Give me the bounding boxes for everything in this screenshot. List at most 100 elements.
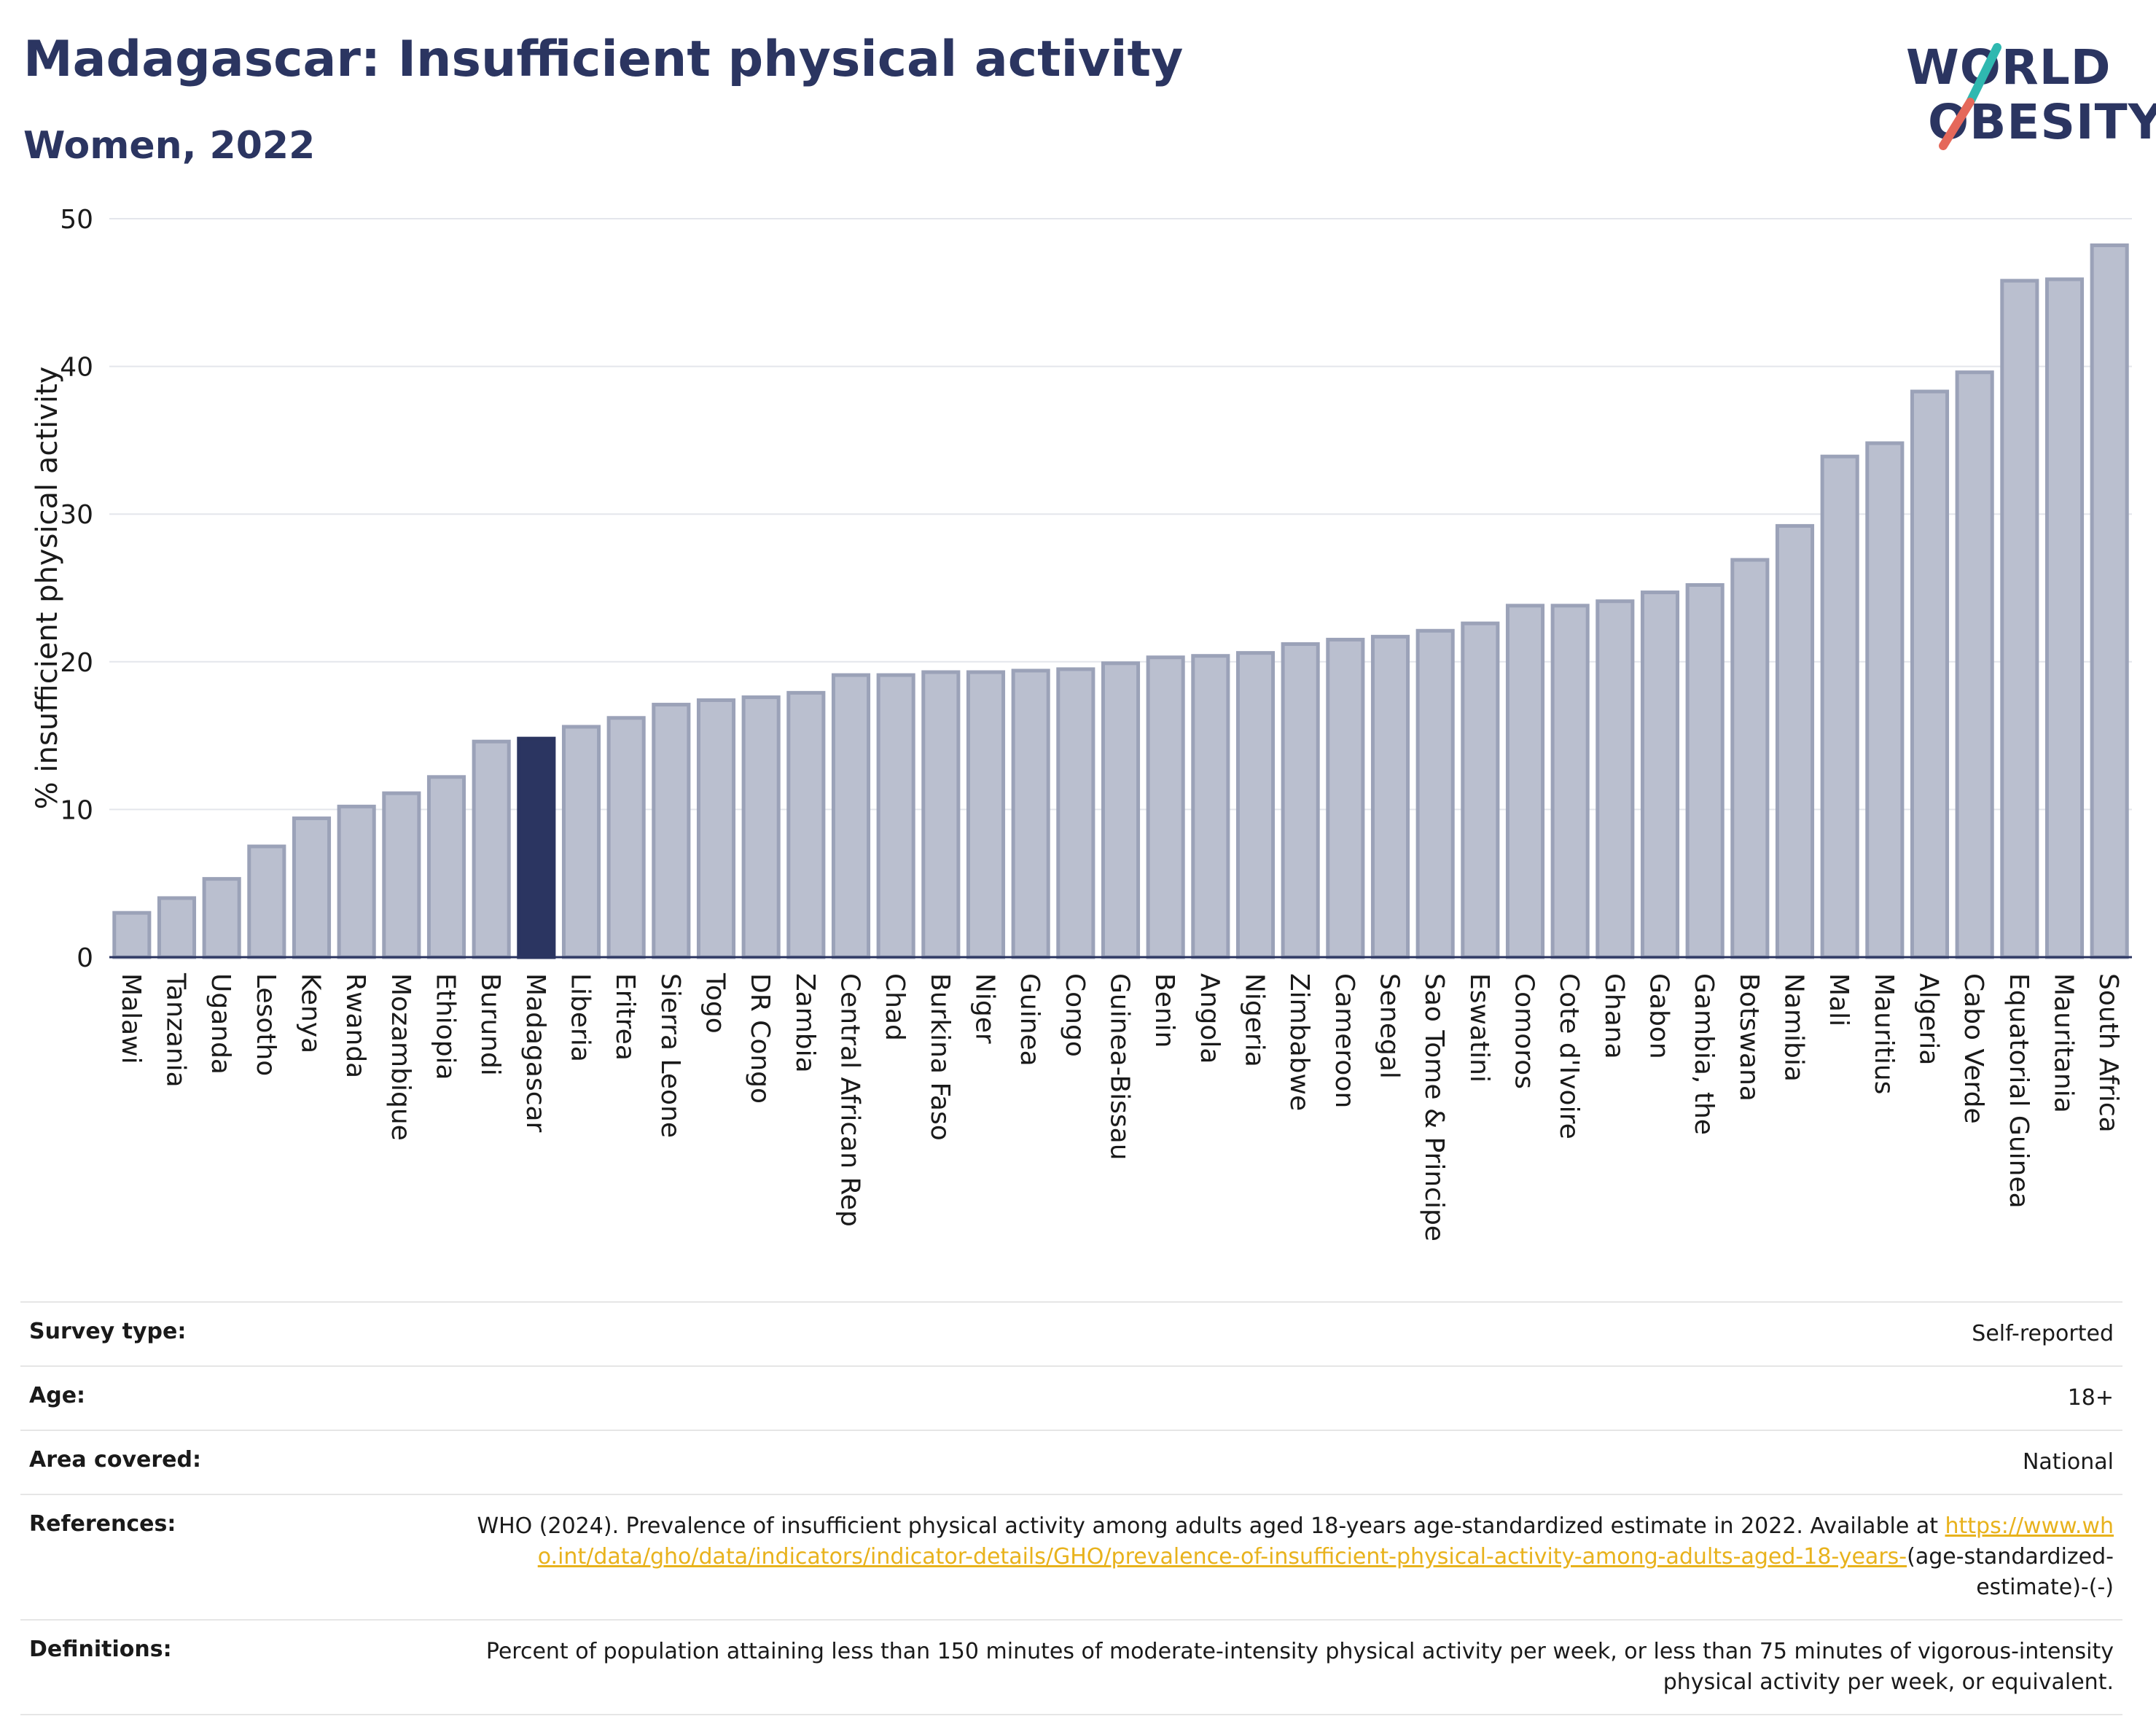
bar [921,670,961,959]
age-label: Age: [29,1383,86,1408]
bar [517,736,556,959]
x-tick-label: Malawi [116,973,146,1064]
bar [292,816,332,959]
bar [472,739,511,959]
bar [1326,637,1365,959]
bar [1820,454,1859,959]
bar [1910,389,1950,959]
x-tick-label: Rwanda [340,973,370,1078]
x-tick-label: Kenya [296,973,326,1053]
x-tick-label: South Africa [2093,973,2123,1133]
x-tick-label: Togo [700,972,730,1034]
y-tick-label: 40 [60,353,93,383]
definitions-value: Percent of population attaining less tha… [485,1639,2114,1695]
x-tick-label: Botswana [1734,973,1764,1102]
x-tick-label: Eswatini [1464,973,1494,1083]
x-tick-label: Niger [970,973,1000,1044]
bar [966,670,1006,959]
bar [1011,668,1050,959]
bar [1865,441,1905,959]
bar [1505,604,1545,959]
bar [1595,599,1635,959]
survey-type-label: Survey type: [29,1319,187,1344]
world-obesity-logo: WORLD OBESITY [1895,29,2156,160]
x-tick-label: Guinea [1015,973,1044,1067]
bar [561,725,601,959]
info-row-references: References: WHO (2024). Prevalence of in… [20,1494,2122,1619]
x-tick-label: Eritrea [610,973,640,1061]
x-tick-label: Congo [1060,973,1090,1057]
bar [876,673,915,959]
x-tick-label: Angola [1195,973,1225,1064]
x-tick-label: Gambia, the [1689,973,1719,1135]
x-tick-label: Mozambique [386,973,415,1141]
area-value: National [2022,1449,2114,1475]
x-tick-label: Mauritania [2049,973,2079,1113]
x-tick-label: Nigeria [1240,973,1270,1067]
bar [157,896,197,959]
references-text: WHO (2024). Prevalence of insufficient p… [477,1513,1938,1539]
info-row-age: Age: 18+ [20,1365,2122,1430]
references-link[interactable]: https://www.who.int/data/gho/data/indica… [537,1513,2114,1570]
x-tick-label: Ethiopia [431,973,461,1080]
bar [2000,278,2039,959]
definitions-label: Definitions: [29,1637,172,1662]
bar [1146,655,1185,959]
x-tick-label: Burkina Faso [925,973,955,1141]
bar [247,844,286,959]
x-tick-label: Tanzania [161,972,191,1088]
x-tick-label: DR Congo [745,973,775,1104]
logo-line-1: WORLD [1906,39,2112,95]
bar [1281,642,1320,959]
x-tick-label: Comoros [1509,973,1539,1089]
info-table: Survey type: Self-reported Age: 18+ Area… [20,1301,2122,1715]
references-label: References: [29,1511,176,1537]
references-suffix: (age-standardized-estimate)-(-) [1907,1544,2114,1600]
x-tick-label: Ghana [1599,973,1629,1059]
bar [652,703,691,959]
y-tick-label: 50 [60,205,93,235]
bar [1550,604,1590,959]
bar [112,911,152,959]
y-tick-label: 30 [60,500,93,530]
x-tick-label: Mauritius [1869,973,1899,1094]
bar [1056,667,1095,959]
info-row-area: Area covered: National [20,1430,2122,1494]
x-tick-label: Lesotho [251,973,281,1076]
page-subtitle: Women, 2022 [23,124,316,168]
bar [1191,654,1230,959]
bar [831,673,871,959]
bar [1101,661,1141,959]
bar [202,877,241,959]
bar [1461,621,1500,959]
y-axis-title: % insufficient physical activity [31,367,64,810]
x-tick-label: Mali [1824,973,1854,1026]
bar [1415,628,1455,959]
x-tick-label: Sao Tome & Principe [1419,973,1449,1241]
bar [1955,370,1994,959]
bar [696,698,736,959]
bar [741,695,781,959]
y-tick-label: 0 [77,943,93,973]
x-tick-label: Cameroon [1329,973,1359,1108]
x-tick-label: Liberia [566,973,595,1062]
bar [606,716,646,959]
x-tick-label: Guinea-Bissau [1105,973,1135,1161]
bar [1775,523,1815,959]
x-tick-label: Namibia [1779,973,1809,1082]
y-tick-label: 10 [60,795,93,825]
x-tick-label: Sierra Leone [655,973,685,1138]
x-tick-label: Senegal [1375,973,1405,1079]
x-tick-label: Cote d'Ivoire [1554,973,1584,1139]
bar [1685,582,1725,959]
y-tick-label: 20 [60,648,93,678]
bar [1730,558,1770,959]
x-tick-label: Gabon [1644,973,1674,1059]
bar [1235,651,1276,959]
x-tick-label: Uganda [206,973,235,1075]
survey-type-value: Self-reported [1972,1321,2114,1346]
x-tick-label: Zambia [790,973,820,1073]
info-row-survey-type: Survey type: Self-reported [20,1301,2122,1365]
area-label: Area covered: [29,1447,201,1473]
x-tick-label: Central African Rep [835,973,865,1227]
